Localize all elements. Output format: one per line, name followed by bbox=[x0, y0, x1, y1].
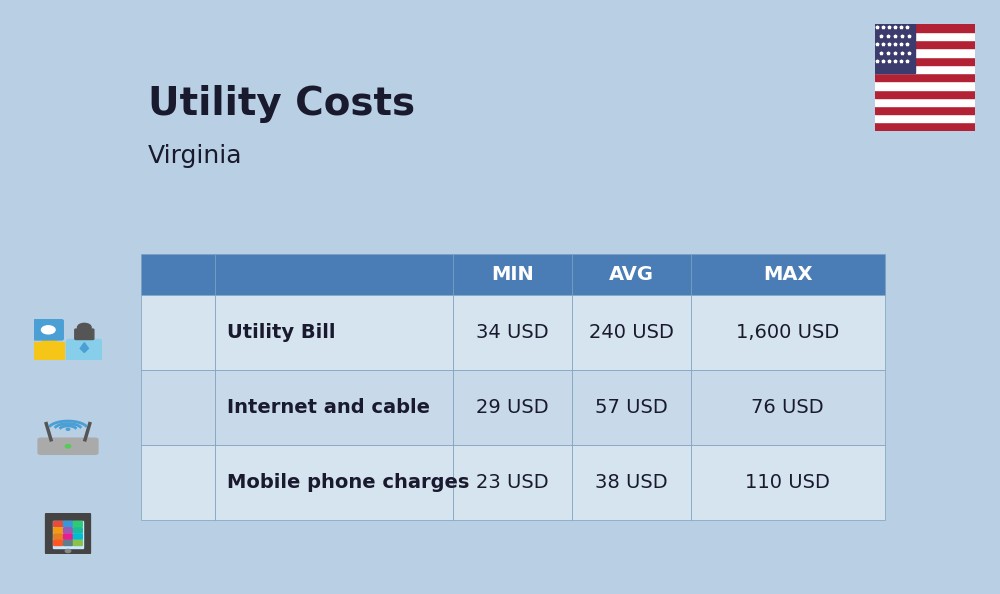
FancyBboxPatch shape bbox=[691, 445, 885, 520]
Bar bbox=[42, 336, 48, 342]
Text: 76 USD: 76 USD bbox=[751, 398, 824, 417]
Text: 23 USD: 23 USD bbox=[476, 473, 549, 492]
Bar bbox=[875, 24, 975, 32]
Text: MIN: MIN bbox=[491, 266, 534, 285]
Text: 29 USD: 29 USD bbox=[476, 398, 549, 417]
Polygon shape bbox=[80, 343, 88, 352]
Circle shape bbox=[66, 428, 70, 430]
Circle shape bbox=[78, 323, 91, 331]
FancyBboxPatch shape bbox=[54, 534, 63, 539]
FancyBboxPatch shape bbox=[67, 340, 102, 361]
FancyBboxPatch shape bbox=[140, 295, 215, 370]
FancyBboxPatch shape bbox=[572, 370, 691, 445]
FancyBboxPatch shape bbox=[453, 295, 572, 370]
Bar bbox=[875, 114, 975, 122]
FancyBboxPatch shape bbox=[54, 527, 63, 533]
Text: Internet and cable: Internet and cable bbox=[227, 398, 430, 417]
FancyBboxPatch shape bbox=[215, 295, 453, 370]
Text: 110 USD: 110 USD bbox=[745, 473, 830, 492]
FancyBboxPatch shape bbox=[140, 254, 215, 295]
FancyBboxPatch shape bbox=[140, 370, 215, 445]
FancyBboxPatch shape bbox=[140, 445, 215, 520]
Circle shape bbox=[41, 326, 55, 334]
Text: Utility Costs: Utility Costs bbox=[148, 85, 415, 123]
Text: 240 USD: 240 USD bbox=[589, 323, 674, 342]
FancyBboxPatch shape bbox=[572, 445, 691, 520]
FancyBboxPatch shape bbox=[453, 254, 572, 295]
FancyBboxPatch shape bbox=[572, 254, 691, 295]
Bar bbox=[50, 336, 56, 342]
FancyBboxPatch shape bbox=[691, 370, 885, 445]
FancyBboxPatch shape bbox=[64, 522, 72, 527]
FancyBboxPatch shape bbox=[64, 541, 72, 545]
Circle shape bbox=[65, 549, 71, 552]
FancyBboxPatch shape bbox=[215, 445, 453, 520]
Text: Utility Bill: Utility Bill bbox=[227, 323, 335, 342]
Text: 38 USD: 38 USD bbox=[595, 473, 668, 492]
Text: 57 USD: 57 USD bbox=[595, 398, 668, 417]
Bar bbox=[53, 521, 83, 548]
FancyBboxPatch shape bbox=[691, 295, 885, 370]
FancyBboxPatch shape bbox=[215, 370, 453, 445]
Bar bbox=[875, 73, 975, 81]
Text: 34 USD: 34 USD bbox=[476, 323, 549, 342]
Text: 1,600 USD: 1,600 USD bbox=[736, 323, 839, 342]
Bar bbox=[875, 106, 975, 114]
FancyBboxPatch shape bbox=[73, 541, 82, 545]
FancyBboxPatch shape bbox=[54, 541, 63, 545]
FancyBboxPatch shape bbox=[453, 445, 572, 520]
Bar bbox=[875, 49, 975, 56]
FancyBboxPatch shape bbox=[453, 370, 572, 445]
Text: MAX: MAX bbox=[763, 266, 813, 285]
FancyBboxPatch shape bbox=[73, 522, 82, 527]
FancyBboxPatch shape bbox=[215, 254, 453, 295]
Text: Mobile phone charges: Mobile phone charges bbox=[227, 473, 469, 492]
Bar bbox=[34, 342, 64, 360]
Bar bbox=[875, 81, 975, 90]
Circle shape bbox=[65, 445, 71, 448]
Bar bbox=[875, 56, 975, 65]
Bar bbox=[875, 32, 975, 40]
FancyBboxPatch shape bbox=[572, 295, 691, 370]
FancyBboxPatch shape bbox=[46, 513, 90, 555]
FancyBboxPatch shape bbox=[64, 534, 72, 539]
Bar bbox=[875, 90, 975, 98]
FancyBboxPatch shape bbox=[64, 527, 72, 533]
Bar bbox=[875, 40, 975, 49]
Bar bbox=[875, 98, 975, 106]
Text: AVG: AVG bbox=[609, 266, 654, 285]
Bar bbox=[875, 65, 975, 73]
Bar bbox=[875, 122, 975, 131]
FancyBboxPatch shape bbox=[33, 320, 63, 340]
FancyBboxPatch shape bbox=[73, 527, 82, 533]
FancyBboxPatch shape bbox=[38, 438, 98, 454]
FancyBboxPatch shape bbox=[73, 534, 82, 539]
Text: Virginia: Virginia bbox=[148, 144, 243, 169]
FancyBboxPatch shape bbox=[75, 329, 94, 340]
Bar bbox=[875, 24, 915, 73]
FancyBboxPatch shape bbox=[54, 522, 63, 527]
FancyBboxPatch shape bbox=[691, 254, 885, 295]
